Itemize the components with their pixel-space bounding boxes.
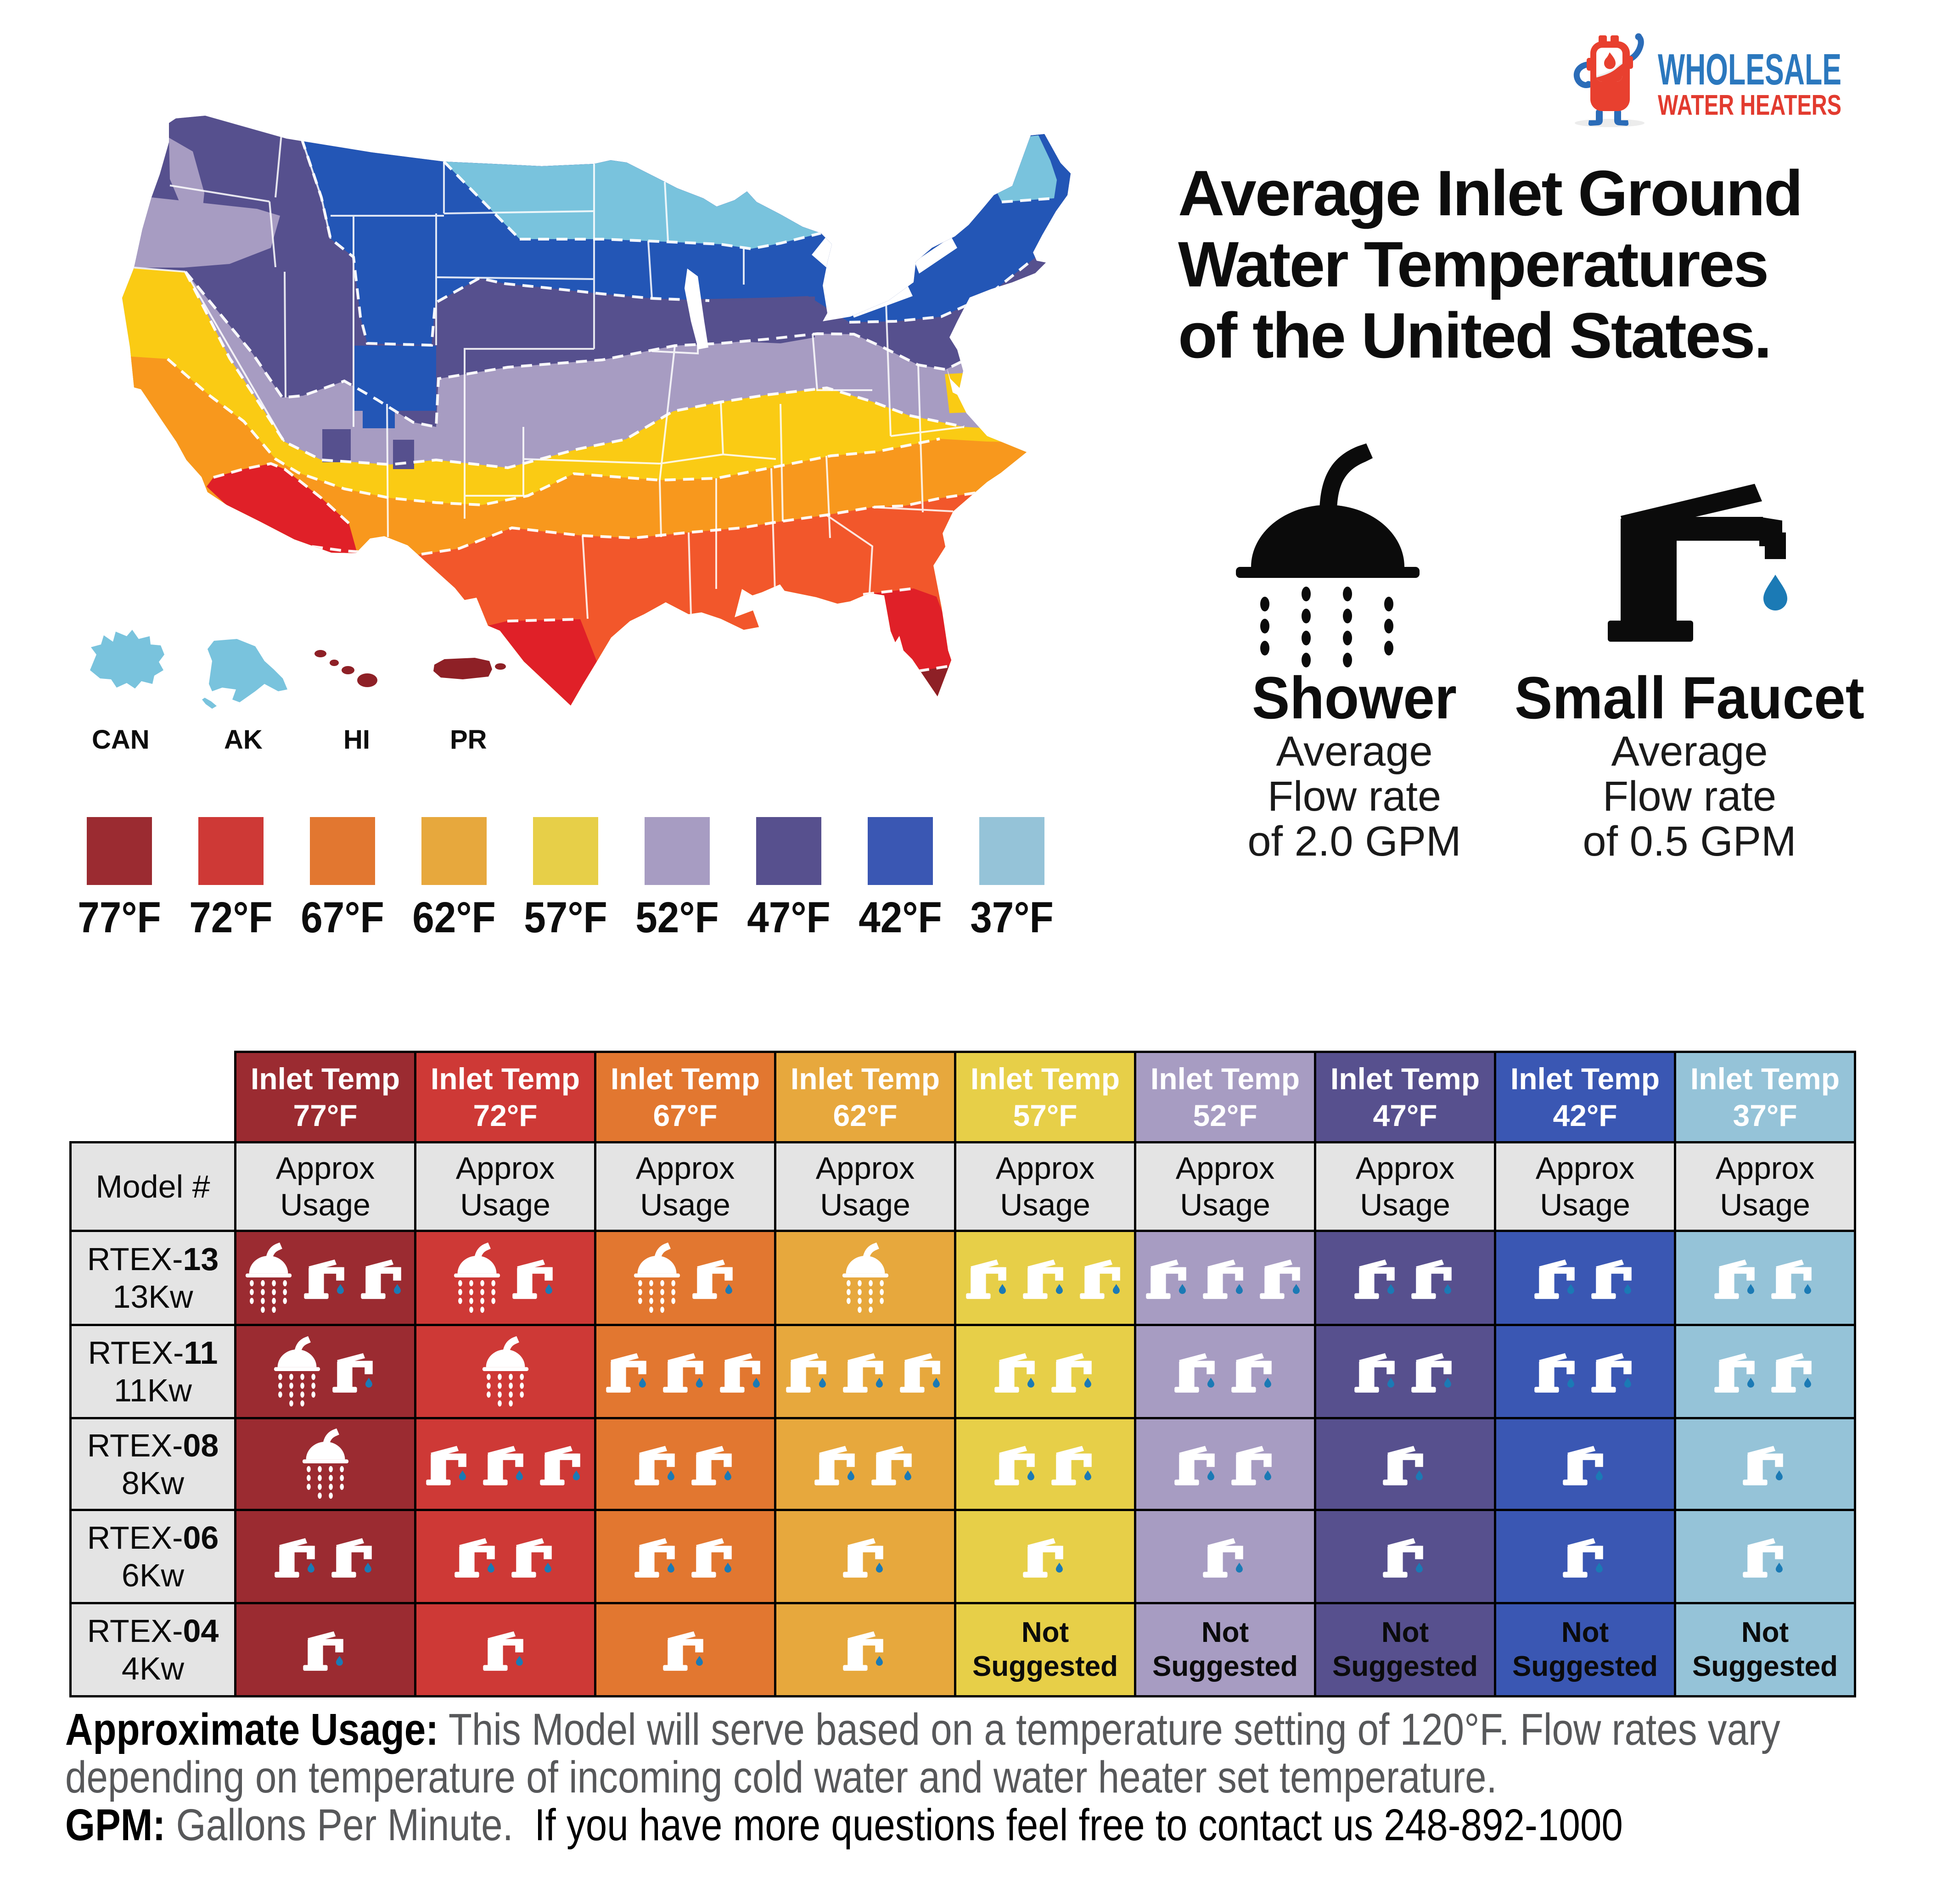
svg-text:WATER HEATERS: WATER HEATERS [1658,90,1841,121]
svg-text:WHOLESALE: WHOLESALE [1658,45,1841,94]
